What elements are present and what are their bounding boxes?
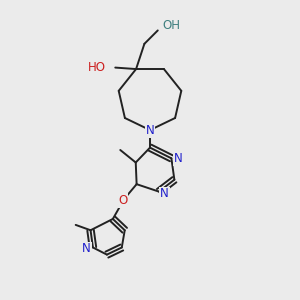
Text: HO: HO bbox=[88, 61, 106, 74]
Text: O: O bbox=[118, 194, 127, 207]
Text: OH: OH bbox=[162, 20, 180, 32]
Text: N: N bbox=[160, 188, 169, 200]
Text: N: N bbox=[174, 152, 182, 165]
Text: N: N bbox=[146, 124, 154, 136]
Text: N: N bbox=[82, 242, 91, 256]
